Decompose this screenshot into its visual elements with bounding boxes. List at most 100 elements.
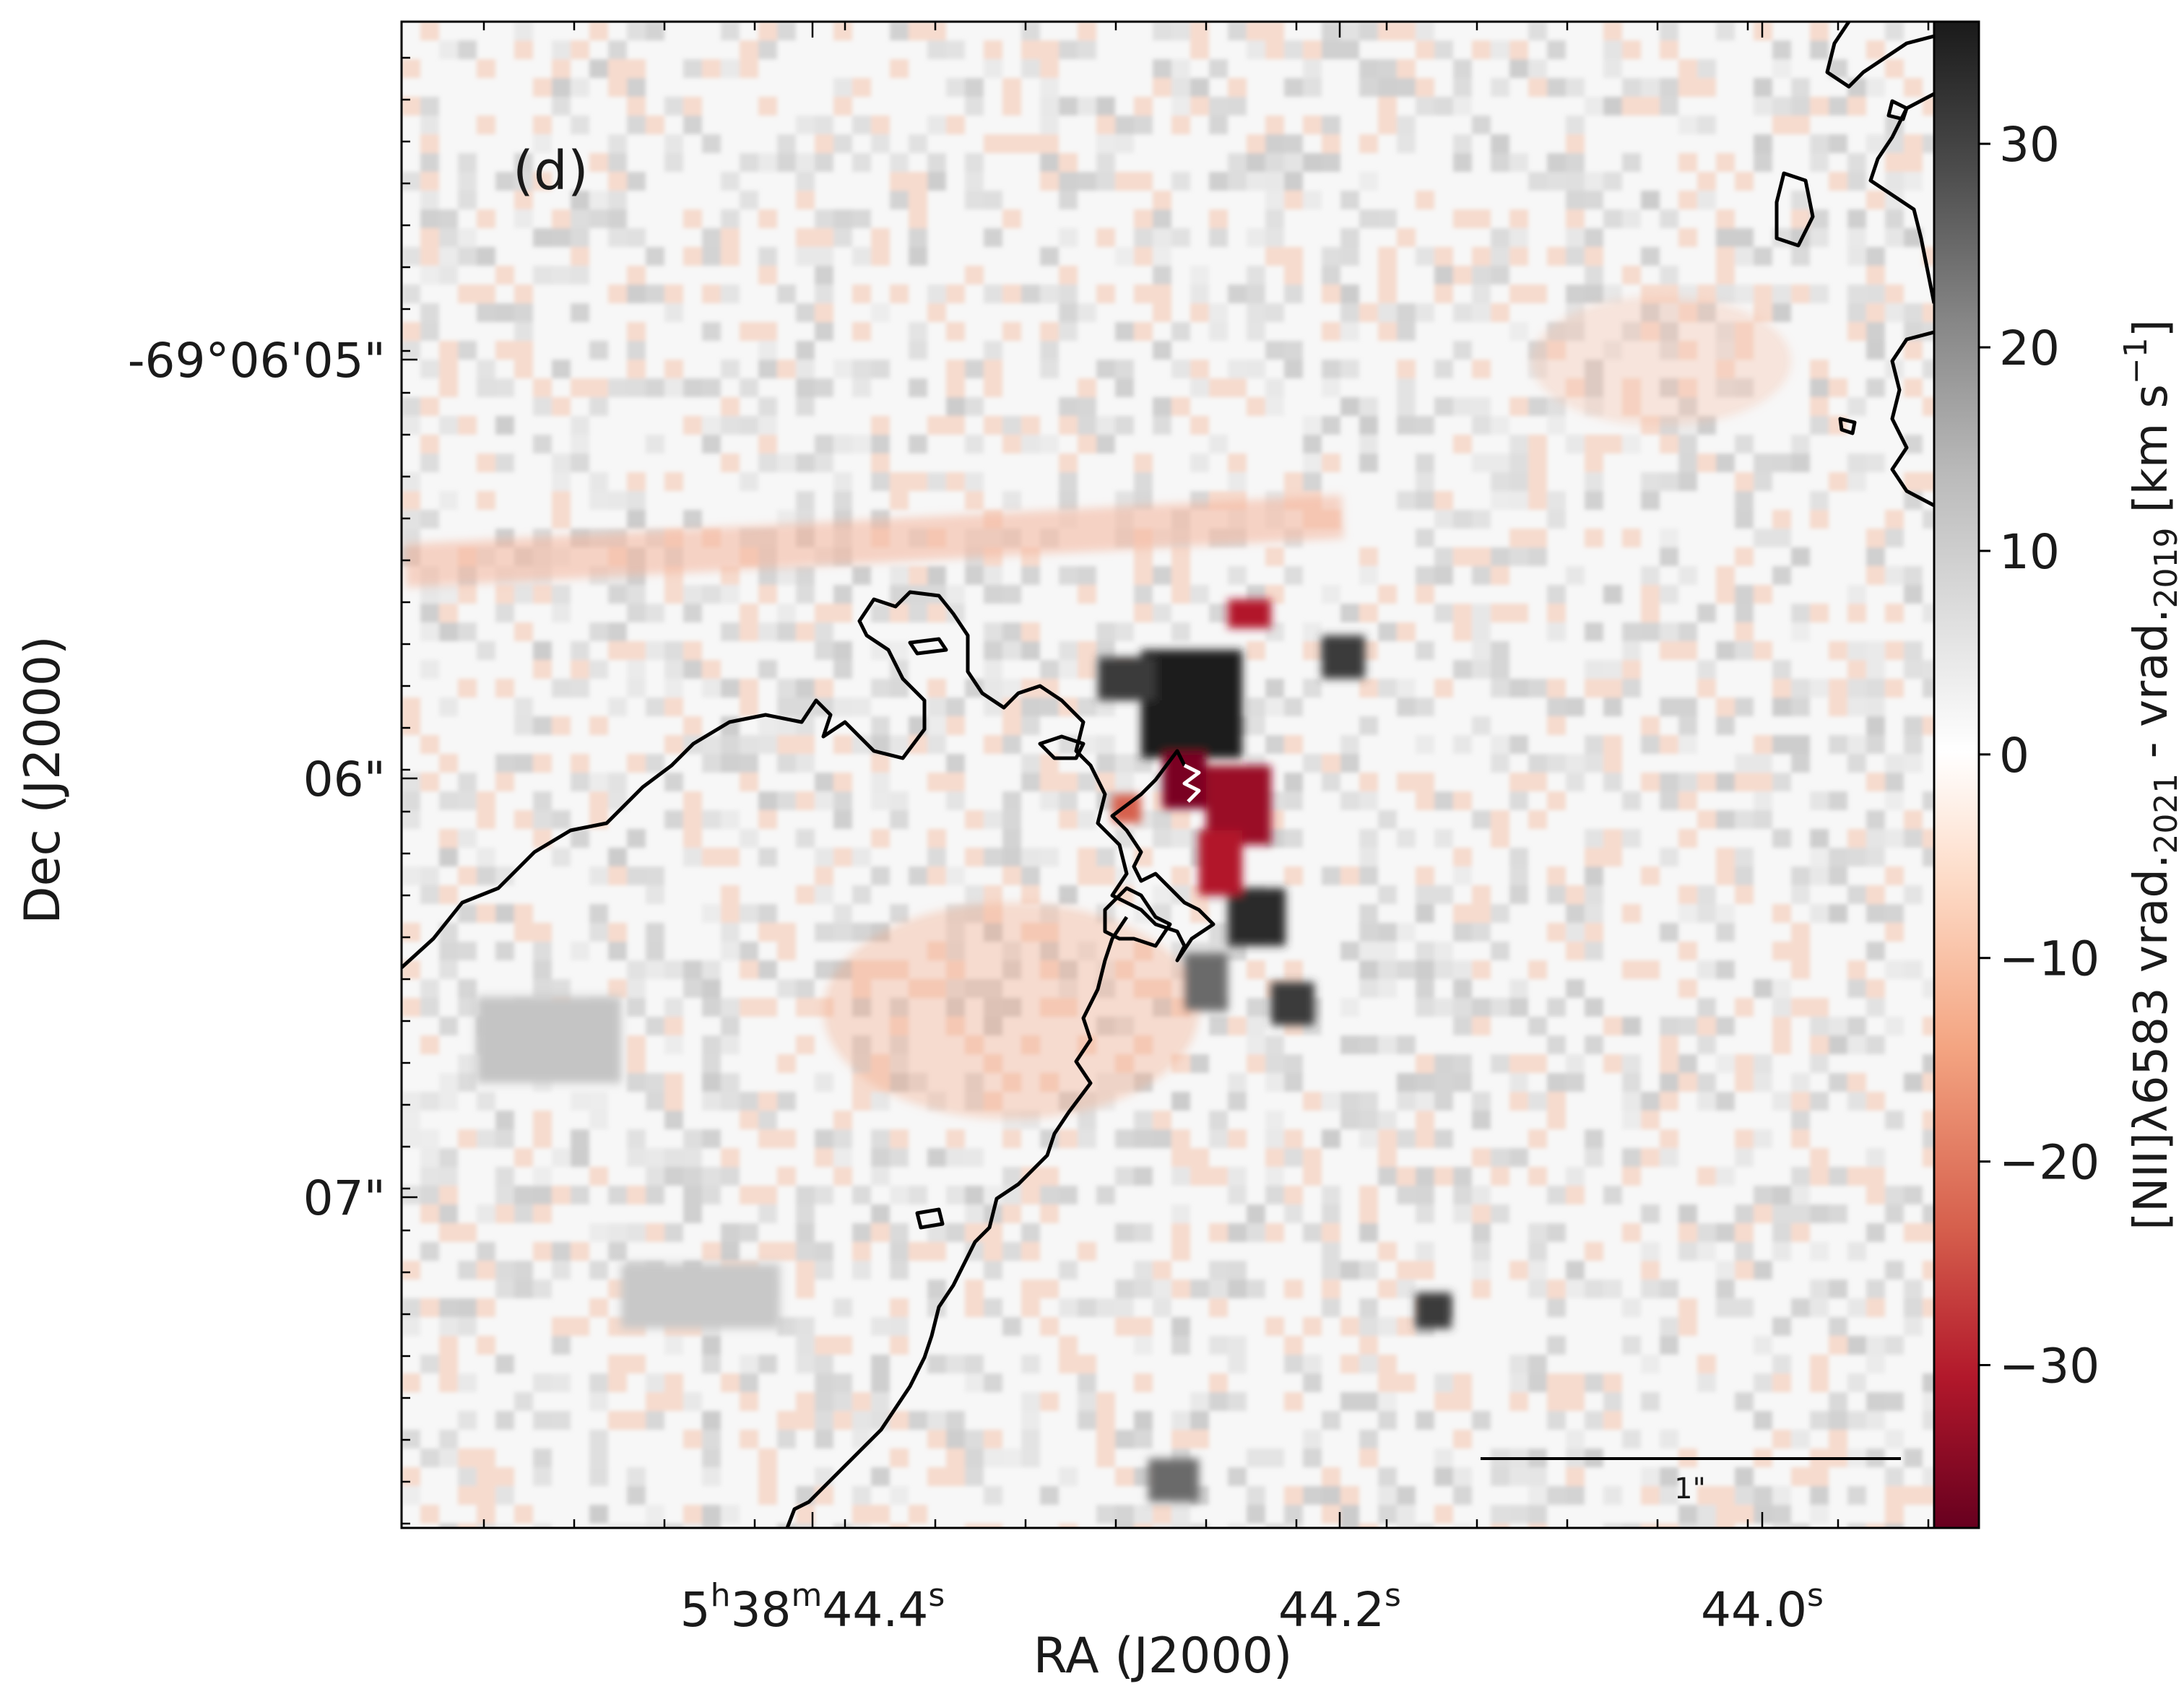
- heatmap-cell: [740, 942, 758, 960]
- heatmap-cell: [1134, 585, 1153, 604]
- heatmap-cell: [721, 1017, 740, 1035]
- heatmap-cell: [1829, 97, 1847, 116]
- heatmap-cell: [740, 472, 758, 491]
- heatmap-cell: [1904, 716, 1923, 735]
- heatmap-cell: [1096, 698, 1115, 716]
- heatmap-cell: [1002, 491, 1021, 510]
- heatmap-cell: [1678, 566, 1697, 585]
- heatmap-cell: [1716, 22, 1735, 40]
- heatmap-cell: [1885, 1486, 1904, 1505]
- heatmap-cell: [402, 1129, 420, 1148]
- heatmap-cell: [1153, 810, 1171, 829]
- heatmap-cell: [1772, 284, 1791, 303]
- heatmap-cell: [1491, 735, 1509, 754]
- heatmap-cell: [721, 1505, 740, 1524]
- heatmap-cell: [477, 116, 495, 134]
- heatmap-cell: [1059, 153, 1078, 172]
- heatmap-cell: [1904, 378, 1923, 397]
- heatmap-cell: [571, 228, 589, 247]
- heatmap-cell: [1885, 604, 1904, 622]
- heatmap-cell: [1228, 1467, 1247, 1486]
- heatmap-cell: [1772, 698, 1791, 716]
- heatmap-cell: [758, 923, 777, 942]
- heatmap-cell: [1566, 172, 1585, 191]
- heatmap-cell: [533, 1129, 552, 1148]
- heatmap-cell: [833, 848, 852, 866]
- heatmap-cell: [1772, 116, 1791, 134]
- heatmap-cell: [1754, 1336, 1772, 1355]
- heatmap-cell: [1059, 791, 1078, 810]
- heatmap-cell: [1134, 604, 1153, 622]
- heatmap-cell: [890, 1223, 909, 1242]
- heatmap-cell: [965, 566, 984, 585]
- heatmap-cell: [683, 97, 702, 116]
- heatmap-cell: [1115, 622, 1134, 641]
- heatmap-cell: [1059, 491, 1078, 510]
- heatmap-cell: [683, 116, 702, 134]
- heatmap-cell: [833, 585, 852, 604]
- heatmap-cell: [1228, 172, 1247, 191]
- heatmap-cell: [796, 735, 815, 754]
- heatmap-cell: [571, 78, 589, 97]
- heatmap-cell: [1153, 1505, 1171, 1524]
- heatmap-cell: [1397, 322, 1416, 341]
- heatmap-cell: [1622, 1092, 1641, 1111]
- heatmap-cell: [946, 866, 965, 885]
- heatmap-cell: [1678, 59, 1697, 78]
- heatmap-cell: [927, 716, 946, 735]
- heatmap-cell: [1247, 284, 1265, 303]
- contour-loop-center: [1103, 886, 1172, 948]
- heatmap-cell: [1772, 1186, 1791, 1204]
- heatmap-cell: [1509, 604, 1528, 622]
- heatmap-cell: [1453, 1167, 1472, 1186]
- heatmap-cell: [946, 1411, 965, 1430]
- heatmap-cell: [420, 735, 439, 754]
- heatmap-cell: [1340, 40, 1359, 59]
- heatmap-cell: [1622, 1298, 1641, 1317]
- heatmap-cell: [589, 491, 608, 510]
- heatmap-cell: [1847, 1073, 1866, 1092]
- heatmap-cell: [909, 1242, 927, 1261]
- heatmap-cell: [1547, 1486, 1566, 1505]
- heatmap-cell: [1416, 735, 1434, 754]
- heatmap-cell: [1059, 1129, 1078, 1148]
- heatmap-cell: [1678, 228, 1697, 247]
- heatmap-cell: [1340, 942, 1359, 960]
- heatmap-cell: [1847, 1524, 1866, 1528]
- heatmap-cell: [777, 604, 796, 622]
- heatmap-cell: [402, 698, 420, 716]
- heatmap-cell: [589, 209, 608, 228]
- heatmap-cell: [1923, 1054, 1934, 1073]
- heatmap-cell: [1904, 885, 1923, 904]
- heatmap-cell: [1566, 885, 1585, 904]
- heatmap-cell: [1171, 228, 1190, 247]
- heatmap-cell: [1134, 1524, 1153, 1528]
- heatmap-cell: [402, 1317, 420, 1336]
- heatmap-cell: [1453, 660, 1472, 679]
- heatmap-cell: [927, 1148, 946, 1167]
- heatmap-cell: [1528, 1486, 1547, 1505]
- heatmap-cell: [1810, 1355, 1829, 1373]
- heatmap-cell: [1566, 1467, 1585, 1486]
- heatmap-cell: [852, 1486, 871, 1505]
- heatmap-cell: [721, 228, 740, 247]
- heatmap-cell: [458, 1411, 477, 1430]
- heatmap-cell: [1566, 923, 1585, 942]
- heatmap-cell: [1678, 1524, 1697, 1528]
- heatmap-cell: [1866, 378, 1885, 397]
- heatmap-cell: [1096, 754, 1115, 773]
- heatmap-cell: [420, 97, 439, 116]
- heatmap-cell: [1040, 1317, 1059, 1336]
- heatmap-cell: [1735, 472, 1754, 491]
- heatmap-cell: [1754, 754, 1772, 773]
- heatmap-cell: [571, 453, 589, 472]
- heatmap-cell: [420, 622, 439, 641]
- heatmap-cell: [439, 378, 458, 397]
- heatmap-cell: [1078, 660, 1096, 679]
- heatmap-cell: [1190, 1167, 1209, 1186]
- heatmap-cell: [740, 59, 758, 78]
- heatmap-cell: [1660, 1148, 1678, 1167]
- heatmap-cell: [1002, 1204, 1021, 1223]
- heatmap-cell: [1247, 172, 1265, 191]
- heatmap-cell: [1866, 529, 1885, 547]
